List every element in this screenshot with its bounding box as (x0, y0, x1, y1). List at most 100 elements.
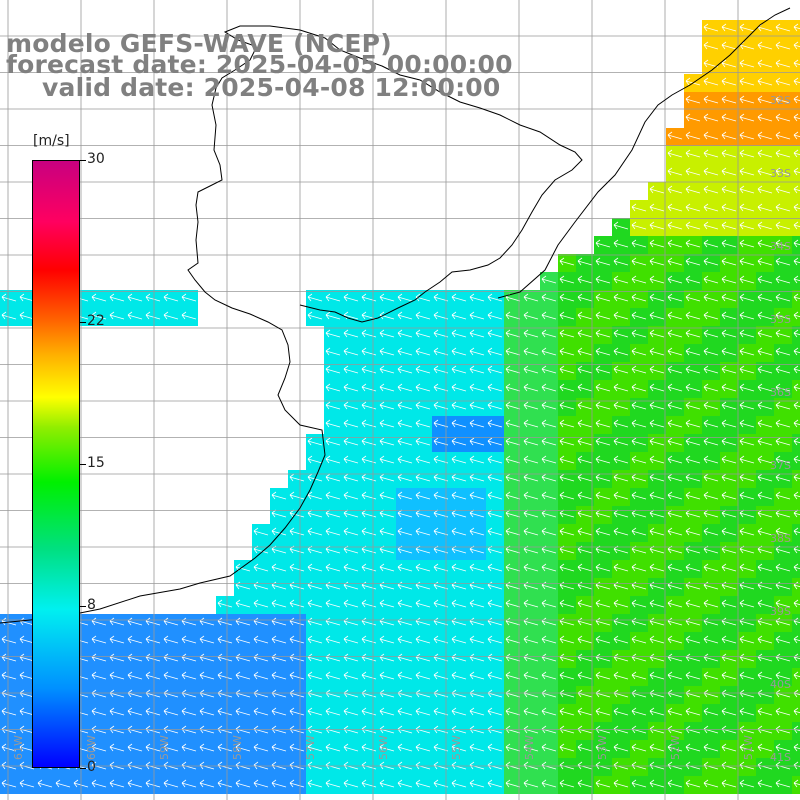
wind-arrow (721, 77, 737, 86)
wind-arrow (559, 257, 575, 266)
wind-arrow (757, 329, 773, 338)
wind-arrow (613, 473, 629, 482)
wind-arrow (469, 347, 485, 356)
wind-arrow (775, 707, 791, 716)
wind-arrow (181, 689, 197, 698)
wind-arrow (541, 383, 557, 392)
wind-arrow (721, 437, 737, 446)
wind-arrow (757, 41, 773, 50)
wind-arrow (739, 59, 755, 68)
wind-arrow (451, 419, 467, 428)
wind-arrow (613, 743, 629, 752)
wind-arrow (667, 743, 683, 752)
wind-arrow (361, 329, 377, 338)
wind-arrow (721, 635, 737, 644)
wind-arrow (631, 311, 647, 320)
wind-arrow (181, 671, 197, 680)
wind-arrow (793, 131, 800, 140)
wind-arrow (775, 185, 791, 194)
wind-arrow (775, 77, 791, 86)
wind-arrow (415, 635, 431, 644)
wind-arrow (397, 311, 413, 320)
wind-arrow (703, 239, 719, 248)
wind-arrow (541, 401, 557, 410)
wind-arrow (523, 401, 539, 410)
wind-arrow (397, 401, 413, 410)
wind-arrow (793, 185, 800, 194)
wind-arrow (379, 671, 395, 680)
wind-arrow (235, 635, 251, 644)
wind-arrow (775, 347, 791, 356)
wind-arrow (361, 743, 377, 752)
wind-arrow (415, 689, 431, 698)
wind-arrow (721, 365, 737, 374)
wind-arrow (757, 113, 773, 122)
wind-arrow (505, 743, 521, 752)
wind-arrow (793, 77, 800, 86)
wind-arrow (613, 293, 629, 302)
wind-arrow (577, 365, 593, 374)
wind-arrow (361, 527, 377, 536)
wind-arrow (379, 401, 395, 410)
wind-arrow (685, 275, 701, 284)
wind-arrow (235, 707, 251, 716)
wind-arrow (703, 257, 719, 266)
wind-arrow (577, 689, 593, 698)
wind-arrow (505, 329, 521, 338)
wind-arrow (289, 635, 305, 644)
wind-arrow (469, 491, 485, 500)
wind-arrow (415, 383, 431, 392)
wind-arrow (613, 527, 629, 536)
wind-arrow (451, 617, 467, 626)
wind-arrow (559, 545, 575, 554)
wind-arrow (487, 311, 503, 320)
wind-arrow (721, 527, 737, 536)
wind-arrow (253, 779, 269, 788)
lon-label: 51W (742, 735, 755, 760)
wind-arrow (289, 671, 305, 680)
wind-arrow (361, 599, 377, 608)
wind-arrow (793, 149, 800, 158)
wind-arrow (487, 473, 503, 482)
wind-arrow (343, 473, 359, 482)
wind-arrow (775, 149, 791, 158)
wind-arrow (667, 473, 683, 482)
wind-arrow (613, 689, 629, 698)
wind-arrow (703, 401, 719, 410)
wind-arrow (667, 293, 683, 302)
wind-arrow (631, 491, 647, 500)
wind-arrow (667, 383, 683, 392)
wind-arrow (397, 437, 413, 446)
wind-arrow (775, 41, 791, 50)
wind-arrow (577, 545, 593, 554)
wind-arrow (415, 419, 431, 428)
wind-arrow (343, 455, 359, 464)
wind-arrow (541, 545, 557, 554)
wind-arrow (307, 491, 323, 500)
wind-arrow (757, 149, 773, 158)
wind-arrow (757, 77, 773, 86)
wind-arrow (127, 635, 143, 644)
wind-arrow (523, 365, 539, 374)
wind-arrow (757, 527, 773, 536)
wind-arrow (91, 707, 107, 716)
wind-arrow (469, 311, 485, 320)
wind-arrow (253, 545, 269, 554)
wind-arrow (721, 563, 737, 572)
wind-arrow (181, 707, 197, 716)
map-title: modelo GEFS-WAVE (NCEP) (6, 29, 392, 58)
wind-arrow (739, 23, 755, 32)
wind-arrow (361, 779, 377, 788)
wind-arrow (595, 329, 611, 338)
wind-arrow (325, 563, 341, 572)
wind-arrow (451, 743, 467, 752)
wind-arrow (739, 437, 755, 446)
wind-arrow (1, 779, 17, 788)
wind-arrow (505, 545, 521, 554)
wind-arrow (685, 401, 701, 410)
wind-arrow (739, 347, 755, 356)
wind-arrow (253, 599, 269, 608)
wind-arrow (325, 365, 341, 374)
colorbar-tick-label: 22 (87, 313, 105, 330)
wind-arrow (649, 779, 665, 788)
